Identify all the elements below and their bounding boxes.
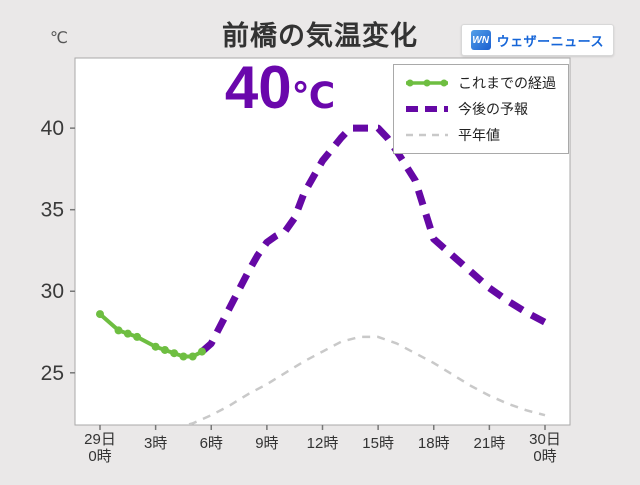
- legend-item-label: 今後の予報: [458, 101, 528, 117]
- legend-item-label: これまでの経過: [458, 75, 556, 91]
- observed-point-marker: [160, 345, 169, 354]
- observed-point-marker: [123, 329, 132, 338]
- observed-point-marker: [133, 332, 142, 341]
- y-tick-label: 30: [41, 280, 64, 303]
- observed-point-marker: [197, 347, 206, 356]
- observed-point-marker: [179, 352, 188, 361]
- legend-item: 平年値: [404, 125, 558, 145]
- x-tick-label: 9時: [255, 435, 278, 452]
- x-tick-label: 12時: [307, 435, 339, 452]
- x-tick-label: 0時: [533, 448, 556, 465]
- x-tick-label: 3時: [144, 435, 167, 452]
- series-solid-marker: [98, 312, 204, 359]
- x-tick-label: 21時: [474, 435, 506, 452]
- weathernews-logo-icon: WN: [470, 30, 491, 50]
- x-tick-label: 6時: [200, 435, 223, 452]
- series-dashed-thin: [181, 335, 546, 425]
- observed-point-marker: [96, 310, 104, 319]
- x-tick-label: 29日: [84, 431, 116, 448]
- weathernews-logo: WN ウェザーニュース: [460, 24, 614, 56]
- y-tick-label: 35: [41, 199, 64, 222]
- observed-point-marker: [170, 349, 179, 358]
- x-tick-label: 30日: [529, 431, 561, 448]
- x-tick-label: 0時: [88, 448, 111, 465]
- legend-item: 今後の予報: [404, 99, 558, 119]
- peak-temperature-unit: ℃: [291, 75, 336, 116]
- weathernews-logo-text: ウェザーニュース: [496, 33, 604, 49]
- chart-legend: これまでの経過 今後の予報平年値: [393, 64, 569, 154]
- peak-temperature-value: 40: [224, 54, 292, 121]
- y-tick-label: 40: [41, 117, 64, 140]
- legend-item: これまでの経過: [404, 73, 558, 93]
- x-tick-label: 18時: [418, 435, 450, 452]
- observed-point-marker: [188, 352, 197, 361]
- y-axis-unit-label: ℃: [50, 30, 68, 47]
- observed-point-marker: [151, 342, 160, 351]
- legend-line-sample: [406, 133, 448, 137]
- x-tick-label: 15時: [362, 435, 394, 452]
- legend-item-label: 平年値: [458, 127, 500, 143]
- legend-line-sample: [406, 79, 448, 87]
- legend-line-sample: [406, 106, 448, 112]
- peak-temperature-annotation: 40℃: [150, 58, 410, 118]
- page-title: 前橋の気温変化: [222, 21, 418, 51]
- y-tick-label: 25: [41, 362, 64, 385]
- observed-point-marker: [114, 326, 123, 335]
- series-dashed-thick: [199, 124, 547, 355]
